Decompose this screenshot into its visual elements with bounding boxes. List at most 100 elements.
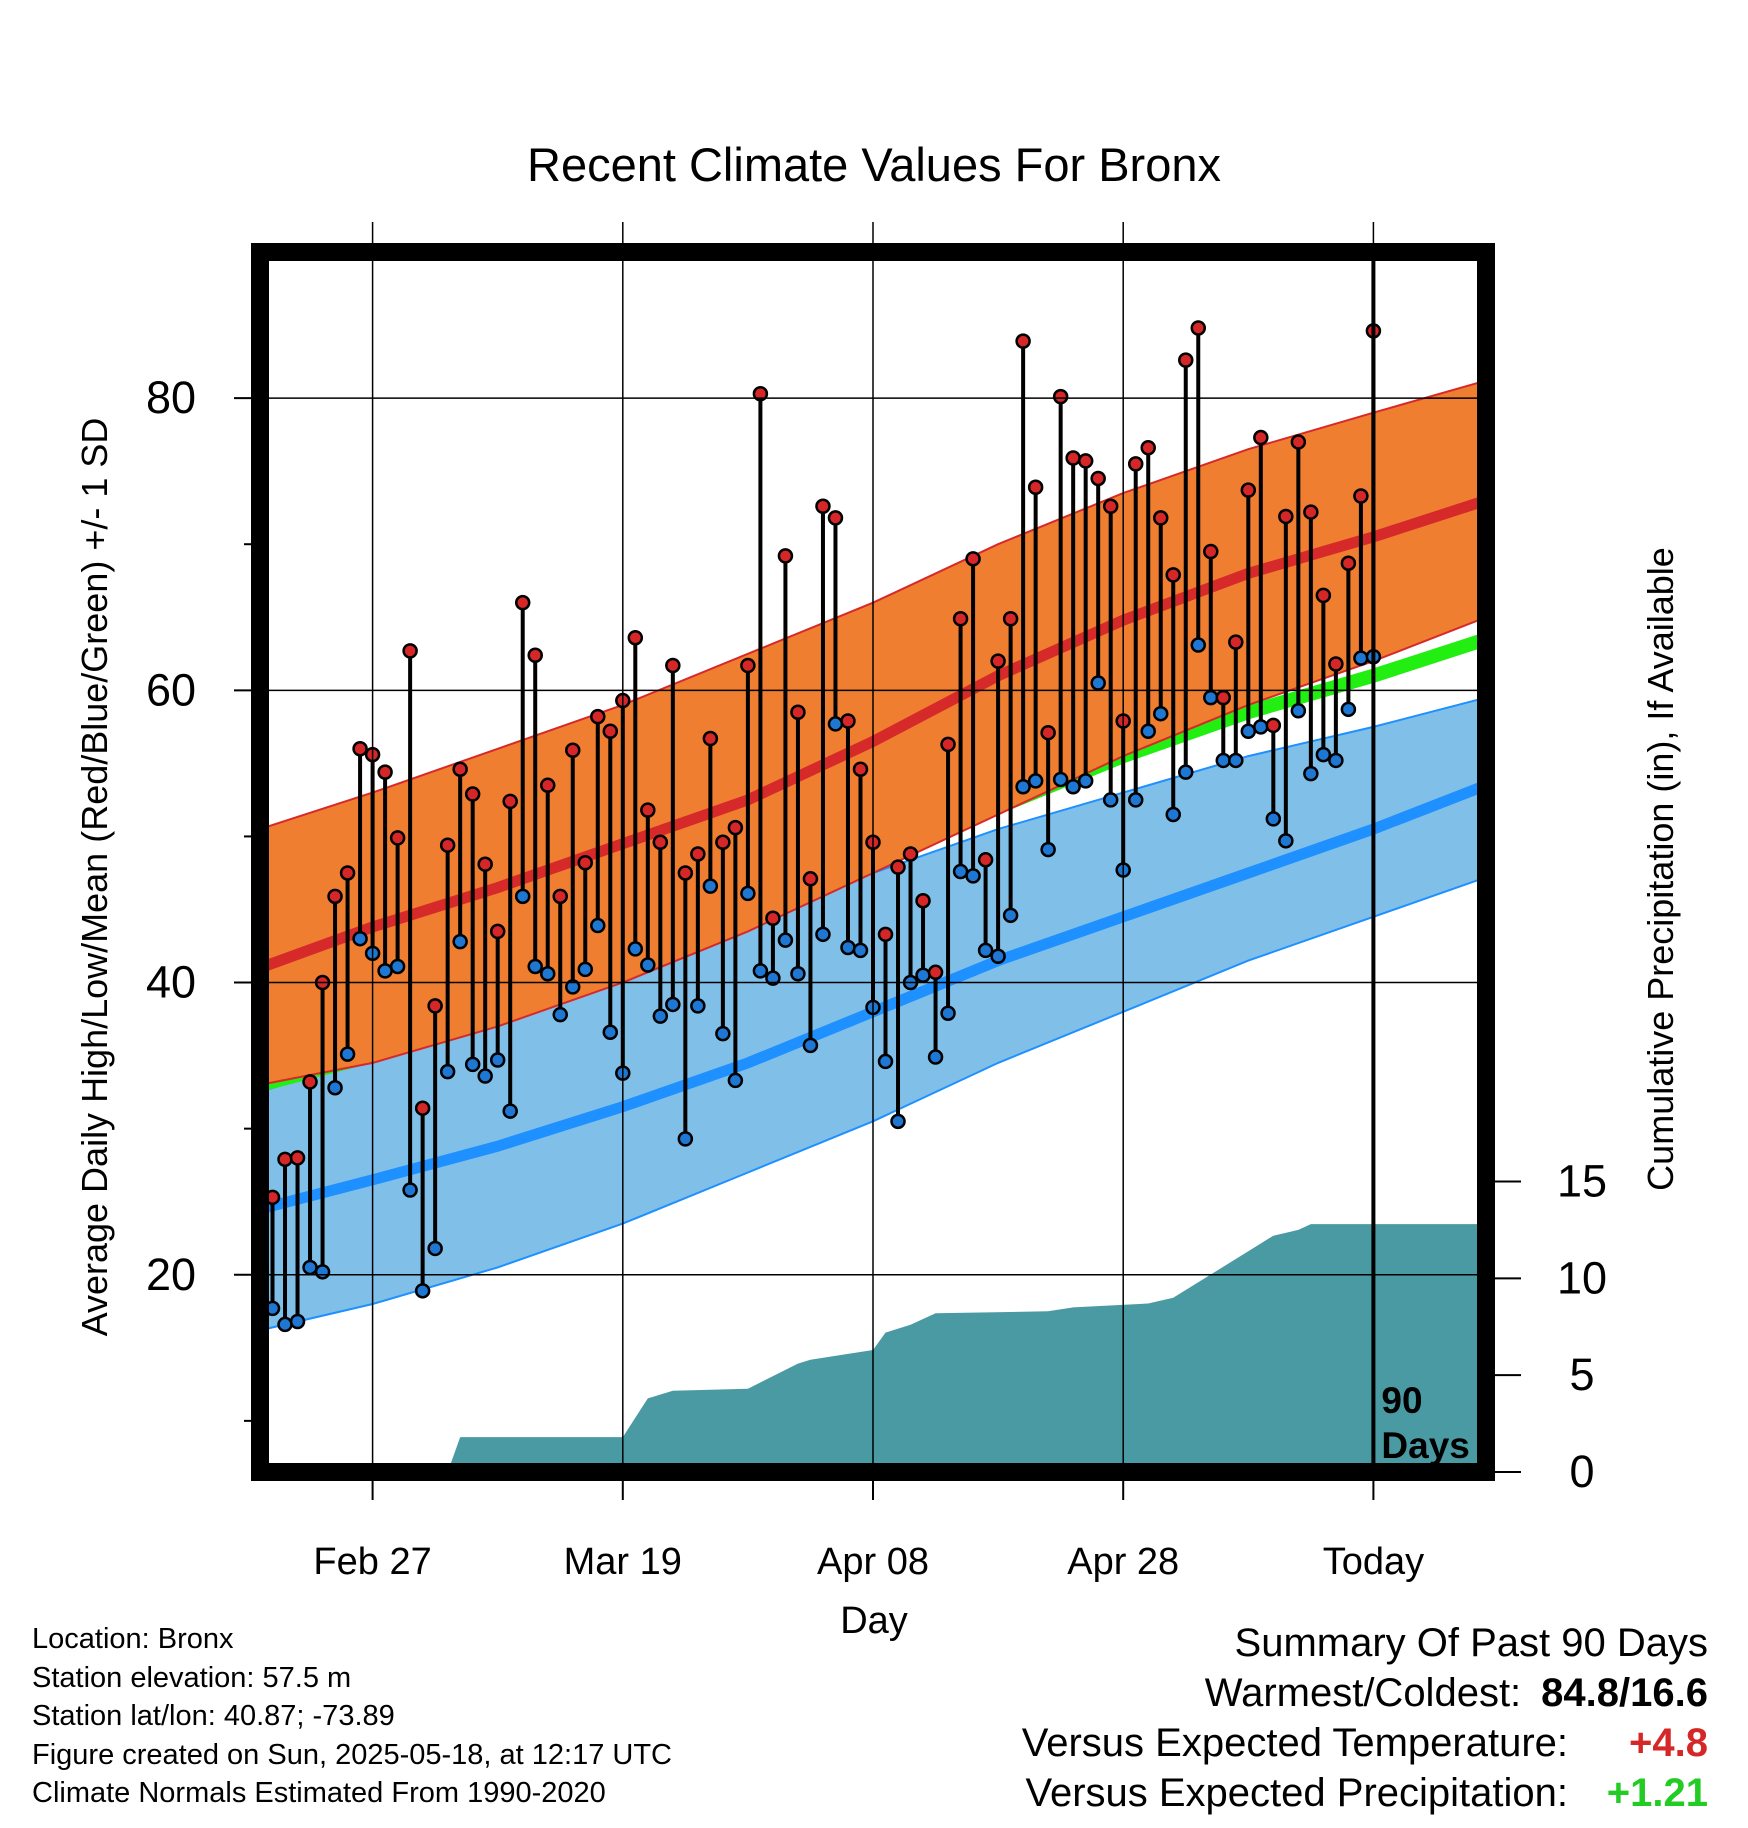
y-left-tick-label: 40 (146, 957, 196, 1008)
daily-high-point (627, 629, 644, 646)
daily-high-point (1265, 717, 1282, 734)
daily-low-point (802, 1037, 819, 1054)
daily-high-point (1290, 434, 1307, 450)
x-tick-label: Today (1323, 1541, 1424, 1583)
daily-high-point (502, 793, 518, 810)
daily-high-point (790, 704, 806, 720)
daily-high-point (1178, 352, 1194, 368)
daily-low-point (1178, 764, 1194, 780)
summary-heading: Summary Of Past 90 Days (1234, 1621, 1708, 1665)
daily-low-point (1027, 773, 1044, 789)
daily-low-point (402, 1182, 418, 1198)
daily-high-point (289, 1150, 306, 1166)
daily-low-point (815, 926, 831, 943)
temp-anomaly-value: +4.8 (1629, 1721, 1708, 1765)
daily-low-point (1190, 637, 1207, 653)
daily-low-point (852, 942, 869, 959)
daily-low-point (1203, 689, 1219, 706)
daily-high-point (715, 834, 731, 851)
daily-high-point (565, 742, 581, 758)
daily-low-point (990, 948, 1006, 964)
daily-low-point (314, 1264, 331, 1280)
daily-high-point (877, 926, 894, 943)
daily-low-point (1328, 752, 1344, 769)
summary-warm-cold: Warmest/Coldest: 84.8/16.6 (1022, 1668, 1708, 1718)
daily-high-point (427, 998, 443, 1014)
daily-low-point (665, 996, 681, 1013)
daily-high-point (1040, 724, 1056, 741)
daily-high-point (527, 647, 543, 664)
daily-high-point (514, 594, 531, 611)
daily-high-point (827, 510, 844, 526)
daily-low-point (1040, 841, 1056, 858)
daily-low-point (414, 1283, 431, 1299)
daily-high-point (990, 653, 1006, 669)
daily-high-point (389, 830, 406, 846)
daily-low-point (915, 967, 931, 983)
daily-high-point (1065, 450, 1081, 466)
daily-high-point (1102, 498, 1119, 514)
daily-low-point (1353, 650, 1369, 666)
daily-low-point (627, 941, 644, 957)
daily-high-point (402, 643, 418, 659)
daily-low-point (602, 1024, 619, 1040)
daily-low-point (1052, 771, 1069, 788)
daily-low-point (452, 933, 468, 950)
daily-low-point (1228, 752, 1244, 769)
daily-high-point (552, 888, 568, 905)
daily-low-point (1127, 792, 1144, 808)
y-right-tick-label: 15 (1557, 1156, 1607, 1207)
daily-low-point (1303, 765, 1319, 782)
daily-high-point (852, 761, 869, 777)
y-axis-label-left: Average Daily High/Low/Mean (Red/Blue/Gr… (74, 418, 115, 1337)
daily-high-point (927, 964, 944, 981)
daily-low-point (702, 878, 719, 894)
daily-low-point (740, 885, 756, 902)
daily-low-point (790, 966, 806, 982)
today-marker-label: Days (1381, 1425, 1469, 1466)
x-tick-label: Feb 27 (313, 1541, 431, 1583)
daily-low-point (877, 1053, 894, 1070)
daily-low-point (1240, 723, 1257, 739)
daily-low-point (1290, 703, 1307, 719)
daily-high-point (1315, 587, 1332, 604)
daily-low-point (339, 1046, 356, 1062)
daily-low-point (1165, 806, 1181, 823)
station-info: Location: Bronx Station elevation: 57.5 … (32, 1620, 672, 1813)
daily-high-point (1240, 482, 1257, 498)
daily-high-point (414, 1100, 431, 1116)
daily-high-point (452, 761, 468, 777)
daily-low-point (1215, 752, 1232, 769)
daily-low-point (1315, 746, 1332, 763)
summary-temp: Versus Expected Temperature: +4.8 (1022, 1718, 1708, 1768)
daily-low-point (439, 1063, 456, 1080)
y-axis-label-right: Cumulative Precipitation (in), If Availa… (1640, 547, 1681, 1191)
daily-low-point (640, 957, 656, 973)
daily-low-point (1253, 719, 1269, 735)
daily-high-point (652, 834, 669, 851)
daily-high-point (915, 892, 931, 909)
daily-low-point (827, 716, 844, 732)
y-right-tick-label: 0 (1569, 1446, 1594, 1497)
daily-high-point (765, 910, 781, 927)
daily-low-point (677, 1131, 694, 1147)
daily-high-point (464, 786, 481, 802)
daily-low-point (1065, 779, 1081, 795)
daily-high-point (1203, 543, 1219, 560)
daily-high-point (1152, 510, 1169, 526)
temp-anomaly-label: Versus Expected Temperature: (1021, 1721, 1568, 1765)
daily-low-point (1278, 833, 1294, 849)
daily-low-point (965, 868, 981, 884)
daily-low-point (502, 1103, 518, 1119)
daily-high-point (727, 819, 744, 836)
daily-high-point (740, 657, 756, 674)
daily-low-point (1090, 675, 1106, 691)
warm-cold-value: 84.8/16.6 (1541, 1671, 1708, 1715)
daily-low-point (427, 1240, 443, 1257)
daily-low-point (1015, 779, 1031, 795)
daily-high-point (902, 846, 919, 862)
daily-high-point (840, 713, 856, 729)
daily-high-point (1190, 320, 1207, 336)
daily-low-point (652, 1008, 669, 1024)
daily-low-point (890, 1113, 906, 1130)
